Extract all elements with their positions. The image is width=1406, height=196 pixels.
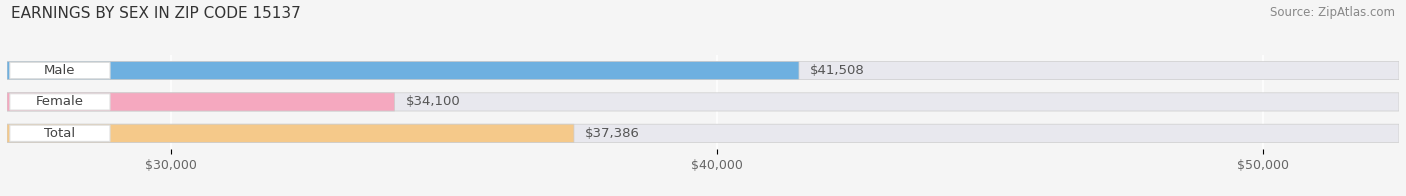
Text: Male: Male: [44, 64, 76, 77]
FancyBboxPatch shape: [10, 62, 110, 79]
Text: Source: ZipAtlas.com: Source: ZipAtlas.com: [1270, 6, 1395, 19]
Text: $34,100: $34,100: [406, 95, 461, 108]
FancyBboxPatch shape: [10, 125, 110, 142]
Text: $41,508: $41,508: [810, 64, 865, 77]
FancyBboxPatch shape: [7, 124, 574, 142]
FancyBboxPatch shape: [7, 93, 395, 111]
Text: Total: Total: [45, 127, 76, 140]
FancyBboxPatch shape: [7, 62, 1399, 80]
FancyBboxPatch shape: [7, 93, 1399, 111]
FancyBboxPatch shape: [7, 124, 1399, 142]
FancyBboxPatch shape: [10, 94, 110, 110]
Text: Female: Female: [37, 95, 84, 108]
Text: $37,386: $37,386: [585, 127, 640, 140]
FancyBboxPatch shape: [7, 62, 799, 80]
Text: EARNINGS BY SEX IN ZIP CODE 15137: EARNINGS BY SEX IN ZIP CODE 15137: [11, 6, 301, 21]
